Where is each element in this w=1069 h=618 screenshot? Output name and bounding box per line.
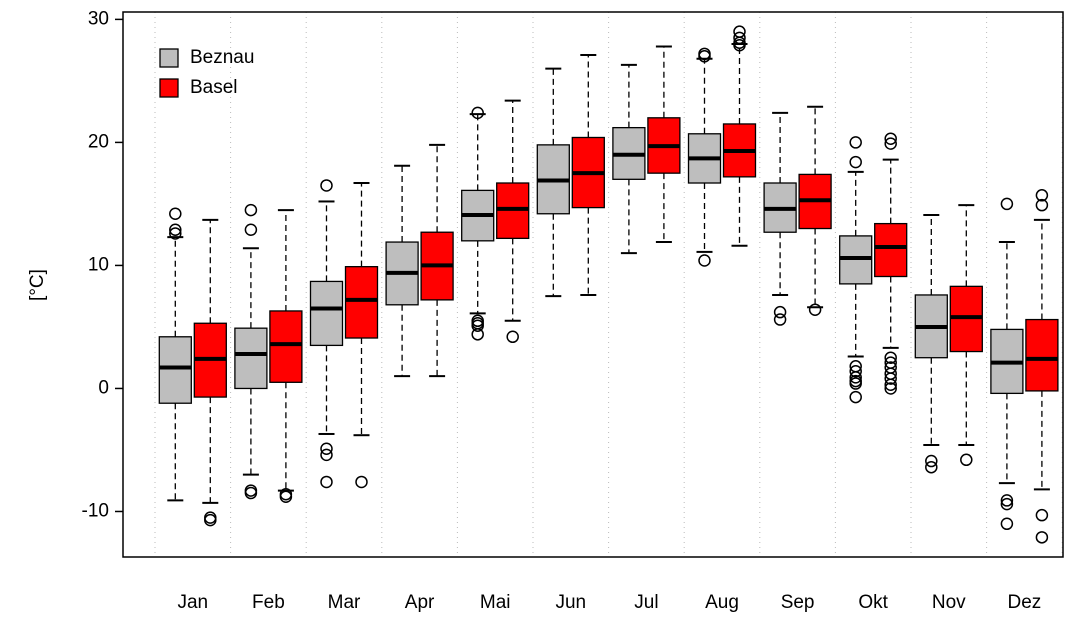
- outlier: [320, 448, 333, 462]
- outlier: [355, 475, 368, 489]
- outlier: [733, 38, 746, 52]
- outlier: [733, 31, 746, 45]
- box: [269, 310, 303, 383]
- box: [309, 280, 344, 347]
- x-tick-label: Feb: [252, 592, 285, 613]
- outlier: [169, 223, 182, 237]
- x-tick-label: Jun: [555, 592, 586, 613]
- outlier: [1000, 497, 1014, 511]
- box: [1025, 318, 1059, 392]
- outlier: [884, 351, 897, 364]
- legend-swatch: [159, 78, 179, 98]
- outlier: [698, 47, 711, 61]
- box: [344, 266, 379, 339]
- plot-frame: [122, 11, 1064, 558]
- outlier: [471, 317, 484, 330]
- legend-label: Beznau: [190, 47, 254, 68]
- outlier: [244, 223, 258, 237]
- box: [234, 327, 268, 390]
- x-tick-label: Mai: [480, 592, 511, 613]
- outlier: [320, 179, 333, 192]
- x-tick-label: Sep: [781, 592, 815, 613]
- outlier: [849, 390, 862, 404]
- outlier: [1000, 197, 1014, 211]
- y-tick-label: 10: [88, 254, 109, 275]
- legend-label: Basel: [190, 77, 238, 98]
- y-tick-label: 0: [98, 377, 109, 398]
- outlier: [808, 303, 822, 316]
- outlier: [884, 132, 897, 145]
- outlier: [471, 319, 484, 332]
- y-tick-label: 20: [88, 131, 109, 152]
- outlier: [506, 330, 519, 344]
- outlier: [279, 490, 293, 503]
- y-tick-label: -10: [82, 500, 109, 521]
- box: [874, 222, 908, 278]
- outlier: [1035, 198, 1049, 212]
- outlier: [244, 203, 258, 217]
- outlier: [1035, 508, 1049, 522]
- outlier: [884, 137, 897, 150]
- outlier: [849, 377, 862, 390]
- x-tick-label: Apr: [405, 592, 435, 613]
- outlier: [849, 136, 862, 149]
- x-tick-label: Okt: [858, 592, 888, 613]
- outlier: [884, 372, 897, 385]
- outlier: [320, 442, 333, 455]
- outlier: [1035, 531, 1049, 544]
- box: [158, 336, 192, 404]
- outlier: [849, 371, 862, 384]
- y-axis-label: [°C]: [27, 269, 48, 301]
- outlier: [925, 454, 938, 468]
- x-tick-label: Jul: [634, 592, 658, 613]
- y-tick-label: 30: [88, 8, 109, 29]
- outlier: [471, 328, 484, 341]
- x-tick-label: Mar: [328, 592, 361, 613]
- outlier: [1035, 189, 1049, 202]
- outlier: [244, 486, 258, 500]
- outlier: [204, 511, 217, 524]
- outlier: [773, 313, 787, 326]
- outlier: [320, 475, 333, 489]
- outlier: [884, 378, 897, 392]
- legend-swatch: [159, 48, 179, 68]
- outlier: [960, 453, 973, 467]
- outlier: [244, 484, 258, 497]
- x-tick-label: Aug: [705, 592, 739, 613]
- outlier: [773, 305, 787, 319]
- outlier: [698, 50, 711, 63]
- outlier: [169, 227, 182, 240]
- outlier: [169, 207, 182, 221]
- outlier: [1000, 517, 1014, 531]
- x-tick-label: Dez: [1008, 592, 1042, 613]
- outlier: [698, 254, 711, 267]
- outlier: [1000, 494, 1014, 507]
- x-tick-label: Jan: [177, 592, 208, 613]
- outlier: [204, 513, 217, 527]
- x-tick-label: Nov: [932, 592, 966, 613]
- outlier: [849, 364, 862, 378]
- outlier: [471, 106, 484, 120]
- outlier: [849, 155, 862, 169]
- outlier: [925, 460, 938, 474]
- outlier: [884, 382, 897, 395]
